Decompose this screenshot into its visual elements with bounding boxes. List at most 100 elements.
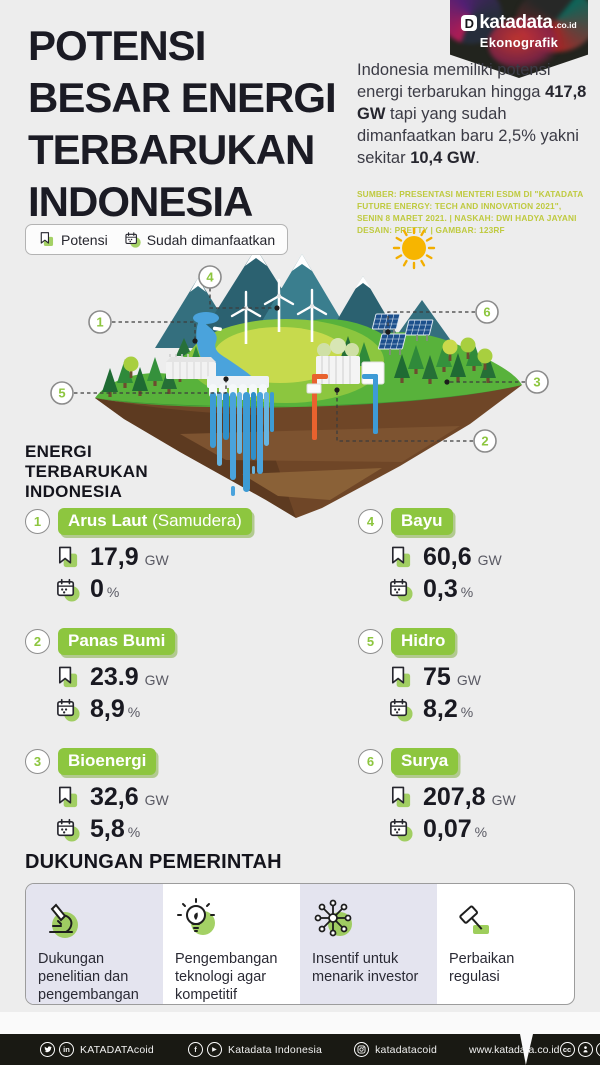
power-station xyxy=(166,354,216,379)
prefooter-strip xyxy=(0,1012,600,1034)
utilized-row: 0,07 % xyxy=(388,817,588,842)
utilized-value: 0 xyxy=(90,575,104,603)
island-marker-3: 3 xyxy=(525,370,549,394)
energy-name-badge: Bioenergi xyxy=(58,748,157,775)
utilized-value: 0,07 xyxy=(423,815,472,843)
energy-item-arus-laut: 1 Arus Laut (Samudera) 17,9 GW 0 % xyxy=(25,508,355,602)
item-number-badge: 4 xyxy=(358,509,383,534)
title-line-2: BESAR ENERGI xyxy=(28,74,337,121)
item-number-badge: 1 xyxy=(25,509,50,534)
gov-card-incentive: Insentif untuk menarik investor xyxy=(300,884,437,1004)
gov-section-title: DUKUNGAN PEMERINTAH xyxy=(25,851,282,873)
logo-suffix: .co.id xyxy=(554,20,577,30)
potential-value: 23.9 xyxy=(90,663,139,691)
potential-unit: GW xyxy=(477,552,502,568)
svg-text:6: 6 xyxy=(483,305,490,320)
energy-name-badge: Arus Laut (Samudera) xyxy=(58,508,252,535)
bookmark-icon xyxy=(58,546,78,568)
youtube-icon[interactable]: ▶ xyxy=(206,1042,222,1057)
gov-card-label: Pengembangan teknologi agar kompetitif xyxy=(175,951,278,1003)
potential-unit: GW xyxy=(144,672,169,688)
legend-potensi-label: Potensi xyxy=(61,231,108,248)
utilized-row: 8,2 % xyxy=(388,697,588,722)
facebook-icon[interactable]: f xyxy=(187,1042,203,1057)
footer-facebook-youtube[interactable]: f ▶ Katadata Indonesia xyxy=(187,1042,323,1057)
source-credit: SUMBER: PRESENTASI MENTERI ESDM DI "KATA… xyxy=(357,188,595,236)
energy-title-line: INDONESIA xyxy=(25,482,123,502)
source-line: SENIN 8 MARET 2021. | NASKAH: DWI HADYA … xyxy=(357,213,577,224)
leader-dots xyxy=(192,305,450,393)
linkedin-icon[interactable]: in xyxy=(59,1042,74,1057)
svg-text:2: 2 xyxy=(481,434,488,449)
bookmark-icon xyxy=(40,232,54,247)
legend-potensi: Potensi xyxy=(38,231,108,248)
potential-unit: GW xyxy=(144,552,169,568)
utilized-unit: % xyxy=(474,824,488,840)
utilized-value: 8,2 xyxy=(423,695,458,723)
instagram-icon[interactable] xyxy=(354,1042,370,1057)
intro-total-potential: 417,8 GW xyxy=(357,82,587,123)
footer-handle[interactable]: KATADATAcoid xyxy=(80,1043,154,1056)
energy-item-panas-bumi: 2 Panas Bumi 23.9 GW 8,9 % xyxy=(25,628,355,722)
bulb-icon xyxy=(175,897,221,943)
twitter-icon[interactable] xyxy=(40,1042,55,1057)
calendar-icon xyxy=(57,818,80,842)
footer-instagram[interactable]: katadatacoid xyxy=(354,1042,437,1057)
utilized-unit: % xyxy=(460,704,474,720)
utilized-row: 8,9 % xyxy=(55,697,355,722)
title-line-4: INDONESIA xyxy=(28,178,253,225)
energy-item-bioenergi: 3 Bioenergi 32,6 GW 5,8 % xyxy=(25,748,355,842)
svg-text:4: 4 xyxy=(206,270,214,285)
source-line: SUMBER: PRESENTASI MENTERI ESDM DI "KATA… xyxy=(357,189,584,199)
source-line: DESAIN: PRETTY | GAMBAR: 123RF xyxy=(357,225,505,236)
footer-website[interactable]: www.katadata.co.id xyxy=(469,1043,560,1056)
item-number-badge: 3 xyxy=(25,749,50,774)
energy-item-hidro: 5 Hidro 75 GW 8,2 % xyxy=(358,628,588,722)
page-title: POTENSI BESAR ENERGI TERBARUKAN INDONESI… xyxy=(28,20,337,228)
utilized-unit: % xyxy=(127,704,141,720)
gov-card-regulation: Perbaikan regulasi xyxy=(437,884,574,1004)
title-line-1: POTENSI xyxy=(28,22,206,69)
energy-name-badge: Hidro xyxy=(391,628,456,655)
calendar-icon xyxy=(57,698,80,722)
potential-value: 32,6 xyxy=(90,783,139,811)
bookmark-icon xyxy=(391,666,411,688)
item-number-badge: 2 xyxy=(25,629,50,654)
gov-card-research: Dukungan penelitian dan pengembangan xyxy=(26,884,163,1004)
title-line-3: TERBARUKAN xyxy=(28,126,315,173)
cc-nd-icon: = xyxy=(595,1042,600,1057)
calendar-icon xyxy=(390,698,413,722)
intro-text: . xyxy=(475,148,480,167)
svg-text:1: 1 xyxy=(96,315,103,330)
potential-value: 17,9 xyxy=(90,543,139,571)
utilized-row: 5,8 % xyxy=(55,817,355,842)
energy-name-badge: Panas Bumi xyxy=(58,628,176,655)
utilized-row: 0,3 % xyxy=(388,577,588,602)
utilized-unit: % xyxy=(106,584,120,600)
potential-row: 32,6 GW xyxy=(55,785,355,810)
intro-utilized: 10,4 GW xyxy=(410,148,476,167)
microscope-icon xyxy=(38,897,84,943)
gavel-icon xyxy=(449,897,495,943)
bookmark-icon xyxy=(391,546,411,568)
utilized-unit: % xyxy=(460,584,474,600)
energy-column-left: 1 Arus Laut (Samudera) 17,9 GW 0 % 2 Pan xyxy=(25,508,355,842)
geothermal-pipe xyxy=(306,374,328,440)
logo-brand: katadata xyxy=(479,12,553,33)
potential-row: 17,9 GW xyxy=(55,545,355,570)
footer-handle[interactable]: katadatacoid xyxy=(375,1043,438,1056)
leader-lines xyxy=(74,288,525,442)
utilized-unit: % xyxy=(127,824,141,840)
calendar-icon xyxy=(390,818,413,842)
sun-icon xyxy=(392,228,436,270)
waterfall xyxy=(210,392,274,496)
cc-icon: cc xyxy=(559,1042,575,1057)
footer-handle[interactable]: Katadata Indonesia xyxy=(227,1043,323,1056)
energy-title-line: ENERGI xyxy=(25,442,92,461)
gov-card-technology: Pengembangan teknologi agar kompetitif xyxy=(163,884,300,1004)
intro-text: tapi yang sudah dimanfaatkan baru 2,5% y… xyxy=(357,104,579,167)
gov-cards-box: Dukungan penelitian dan pengembangan Pen… xyxy=(25,883,575,1005)
potential-row: 207,8 GW xyxy=(388,785,588,810)
intro-text: Indonesia memiliki potensi energi terbar… xyxy=(357,61,551,101)
footer-twitter-linkedin[interactable]: in KATADATAcoid xyxy=(40,1042,154,1057)
